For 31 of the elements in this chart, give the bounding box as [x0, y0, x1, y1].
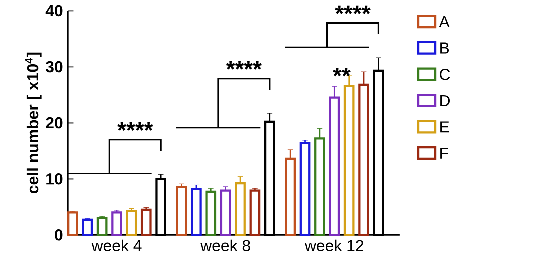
bar: [140, 208, 152, 236]
bar: [126, 210, 138, 236]
bar: [96, 217, 108, 236]
x-tick-label: week 12: [304, 240, 364, 252]
y-tick-label: 30: [46, 61, 63, 73]
legend-label: C: [440, 69, 450, 80]
bar: [220, 190, 232, 236]
bar: [68, 212, 78, 236]
legend-label: B: [440, 42, 450, 54]
legend-label: D: [440, 95, 450, 106]
annotation: ****: [226, 61, 262, 70]
legend-label: E: [440, 122, 450, 133]
bar: [300, 142, 311, 236]
bar: [206, 190, 217, 236]
y-tick-label: 10: [46, 173, 63, 185]
bar: [82, 218, 94, 236]
bar: [250, 190, 261, 236]
annotation: ****: [118, 122, 154, 131]
y-tick-label: 0: [55, 229, 63, 241]
y-tick-label: 20: [46, 117, 63, 129]
legend-label: A: [439, 16, 450, 28]
legend-label: F: [440, 148, 448, 159]
bar: [191, 188, 202, 236]
x-tick-label: week 4: [92, 240, 142, 252]
annotation: ****: [335, 6, 371, 14]
y-axis-title: cell number [ x10$^{4}$]: [25, 52, 42, 194]
bar: [176, 186, 188, 236]
bar: [112, 212, 122, 236]
x-tick-label: week 8: [200, 240, 250, 252]
y-tick-label: 40: [46, 5, 63, 17]
annotation: **: [333, 68, 351, 77]
